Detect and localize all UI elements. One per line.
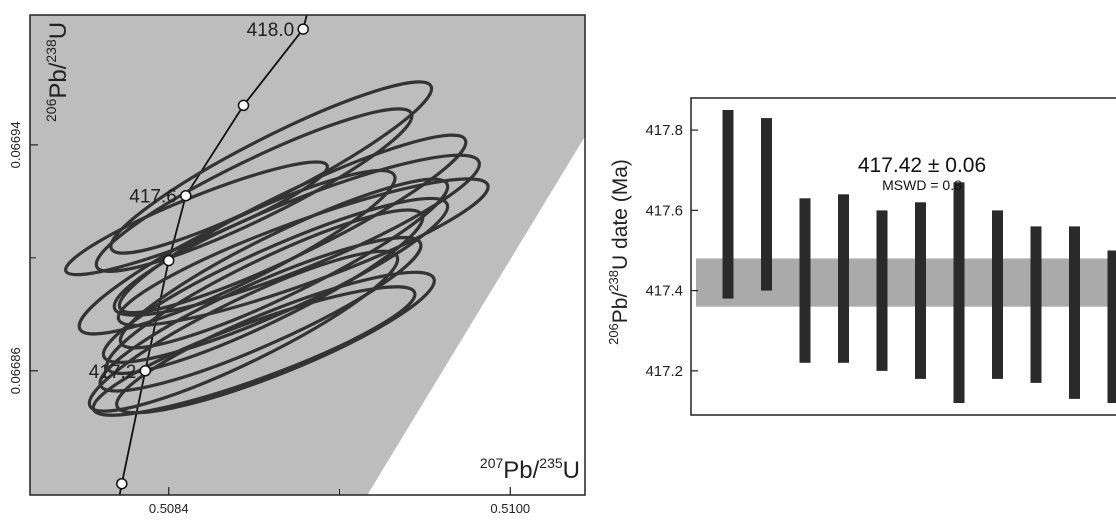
y-tick-label: 0.06686 (8, 347, 23, 394)
right-y-label-mass-number-den: 238 (606, 270, 621, 292)
x-label-mass-number: 207 (480, 455, 504, 471)
concordia-age-marker (239, 100, 249, 110)
x-tick-label: 0.5100 (490, 501, 530, 516)
date-error-bar (723, 110, 734, 299)
y-label-element-den: U (45, 22, 72, 39)
date-error-bar (800, 198, 811, 362)
x-tick-label: 0.5084 (149, 501, 189, 516)
weighted-mean-band (696, 259, 1116, 307)
date-error-bar (1031, 226, 1042, 383)
x-label-element: Pb (503, 457, 532, 484)
plot-area (30, 4, 585, 519)
date-error-bar (1108, 251, 1116, 404)
concordia-uncertainty-band (30, 15, 585, 495)
date-error-bar (992, 210, 1003, 379)
right-y-label-mass-number: 206 (606, 323, 621, 345)
concordia-age-label: 418.0 (247, 20, 295, 41)
date-error-bar (1069, 226, 1080, 399)
y-tick-label: 0.06694 (8, 121, 23, 168)
y-label-element: Pb (45, 69, 72, 98)
y-label-mass-number-den: 238 (43, 39, 59, 63)
right-y-tick-label: 417.4 (645, 283, 683, 300)
concordia-age-marker (298, 24, 308, 34)
right-y-tick-label: 417.2 (645, 363, 683, 380)
right-y-axis-label: 206Pb/238U date (Ma) (606, 159, 632, 345)
right-y-label-element: Pb/ (609, 292, 632, 324)
concordia-age-label: 417.6 (129, 187, 177, 208)
x-label-mass-number-den: 235 (539, 455, 563, 471)
date-error-bar (915, 202, 926, 379)
concordia-age-marker (181, 191, 191, 201)
date-error-bar (954, 182, 965, 403)
date-error-bar (838, 194, 849, 362)
right-y-tick-label: 417.8 (645, 122, 683, 139)
right-y-label-tail: U date (Ma) (609, 159, 632, 270)
concordia-diagram-panel: 417.2 417.6 418.0 0.5084 0.5100 0.06686 0.0669… (0, 0, 600, 519)
date-error-bar (761, 118, 772, 291)
concordia-age-marker (140, 366, 150, 376)
date-error-bar (877, 210, 888, 371)
right-plot-frame (691, 98, 1116, 415)
concordia-age-label: 417.2 (89, 362, 137, 383)
weighted-mean-value: 417.42 ± 0.06 (858, 154, 986, 177)
y-label-mass-number: 206 (43, 98, 59, 122)
x-axis-label: 207Pb/235U (480, 455, 580, 484)
mswd-value: MSWD = 0.8 (882, 177, 962, 193)
right-y-tick-label: 417.6 (645, 202, 683, 219)
concordia-diagram: 417.2 417.6 418.0 0.5084 0.5100 0.06686 0.0669… (0, 0, 600, 519)
concordia-age-marker (117, 479, 127, 489)
concordia-age-marker (164, 256, 174, 266)
x-label-element-den: U (563, 457, 580, 484)
